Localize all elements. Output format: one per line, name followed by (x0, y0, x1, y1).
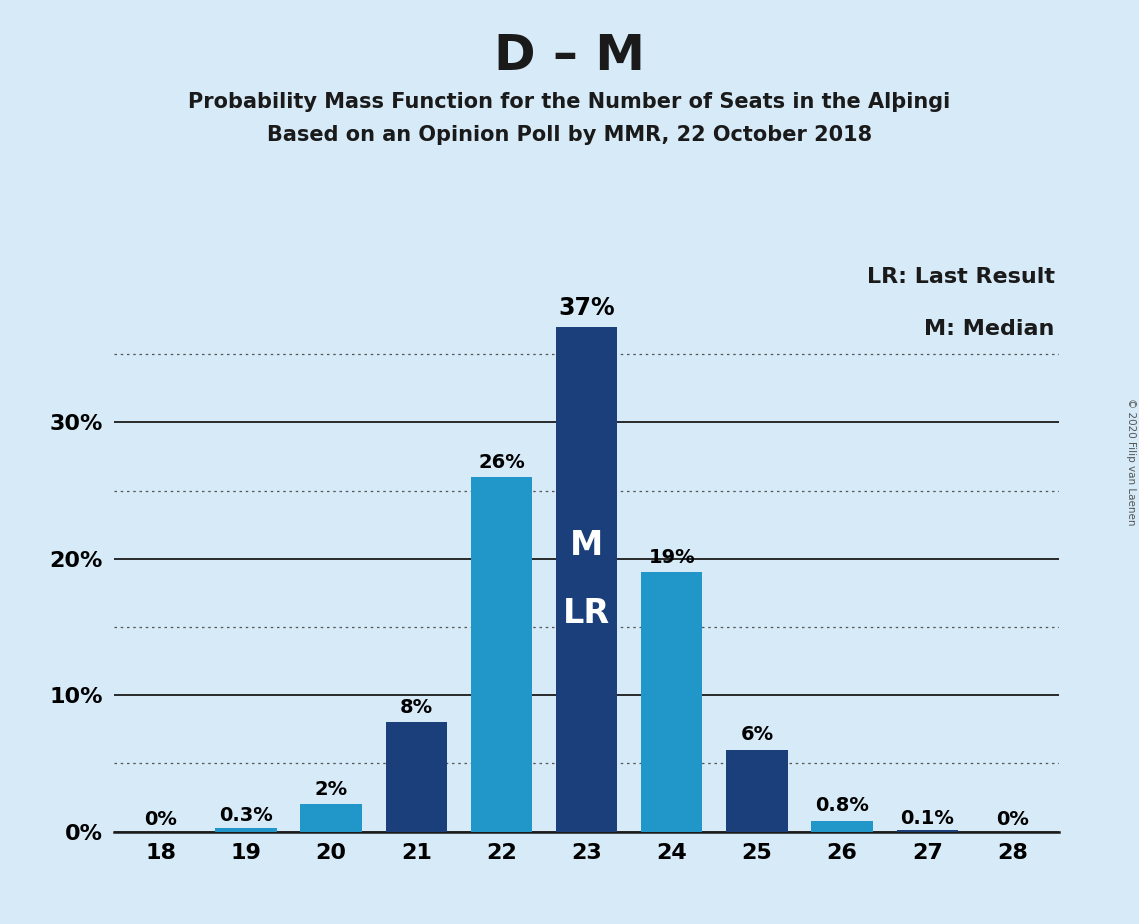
Text: 2%: 2% (314, 780, 347, 799)
Bar (641, 573, 703, 832)
Text: M: M (570, 529, 604, 562)
Bar (301, 804, 362, 832)
Text: 6%: 6% (740, 725, 773, 745)
Text: Probability Mass Function for the Number of Seats in the Alþingi: Probability Mass Function for the Number… (188, 92, 951, 113)
Text: 26%: 26% (478, 453, 525, 471)
Text: 0.1%: 0.1% (900, 808, 954, 828)
Text: 8%: 8% (400, 698, 433, 717)
Bar (896, 831, 958, 832)
Text: LR: Last Result: LR: Last Result (867, 267, 1055, 287)
Text: 19%: 19% (648, 548, 695, 567)
Text: 0%: 0% (995, 809, 1029, 829)
Bar (386, 723, 446, 832)
Bar (215, 828, 277, 832)
Text: 0.3%: 0.3% (219, 806, 272, 825)
Bar (556, 327, 617, 832)
Text: 37%: 37% (558, 296, 615, 320)
Text: LR: LR (563, 597, 611, 630)
Text: D – M: D – M (494, 32, 645, 80)
Bar (811, 821, 872, 832)
Text: 0%: 0% (145, 809, 178, 829)
Text: M: Median: M: Median (924, 319, 1055, 339)
Bar (470, 477, 532, 832)
Bar (727, 749, 787, 832)
Text: Based on an Opinion Poll by MMR, 22 October 2018: Based on an Opinion Poll by MMR, 22 Octo… (267, 125, 872, 145)
Text: © 2020 Filip van Laenen: © 2020 Filip van Laenen (1126, 398, 1136, 526)
Text: 0.8%: 0.8% (816, 796, 869, 815)
